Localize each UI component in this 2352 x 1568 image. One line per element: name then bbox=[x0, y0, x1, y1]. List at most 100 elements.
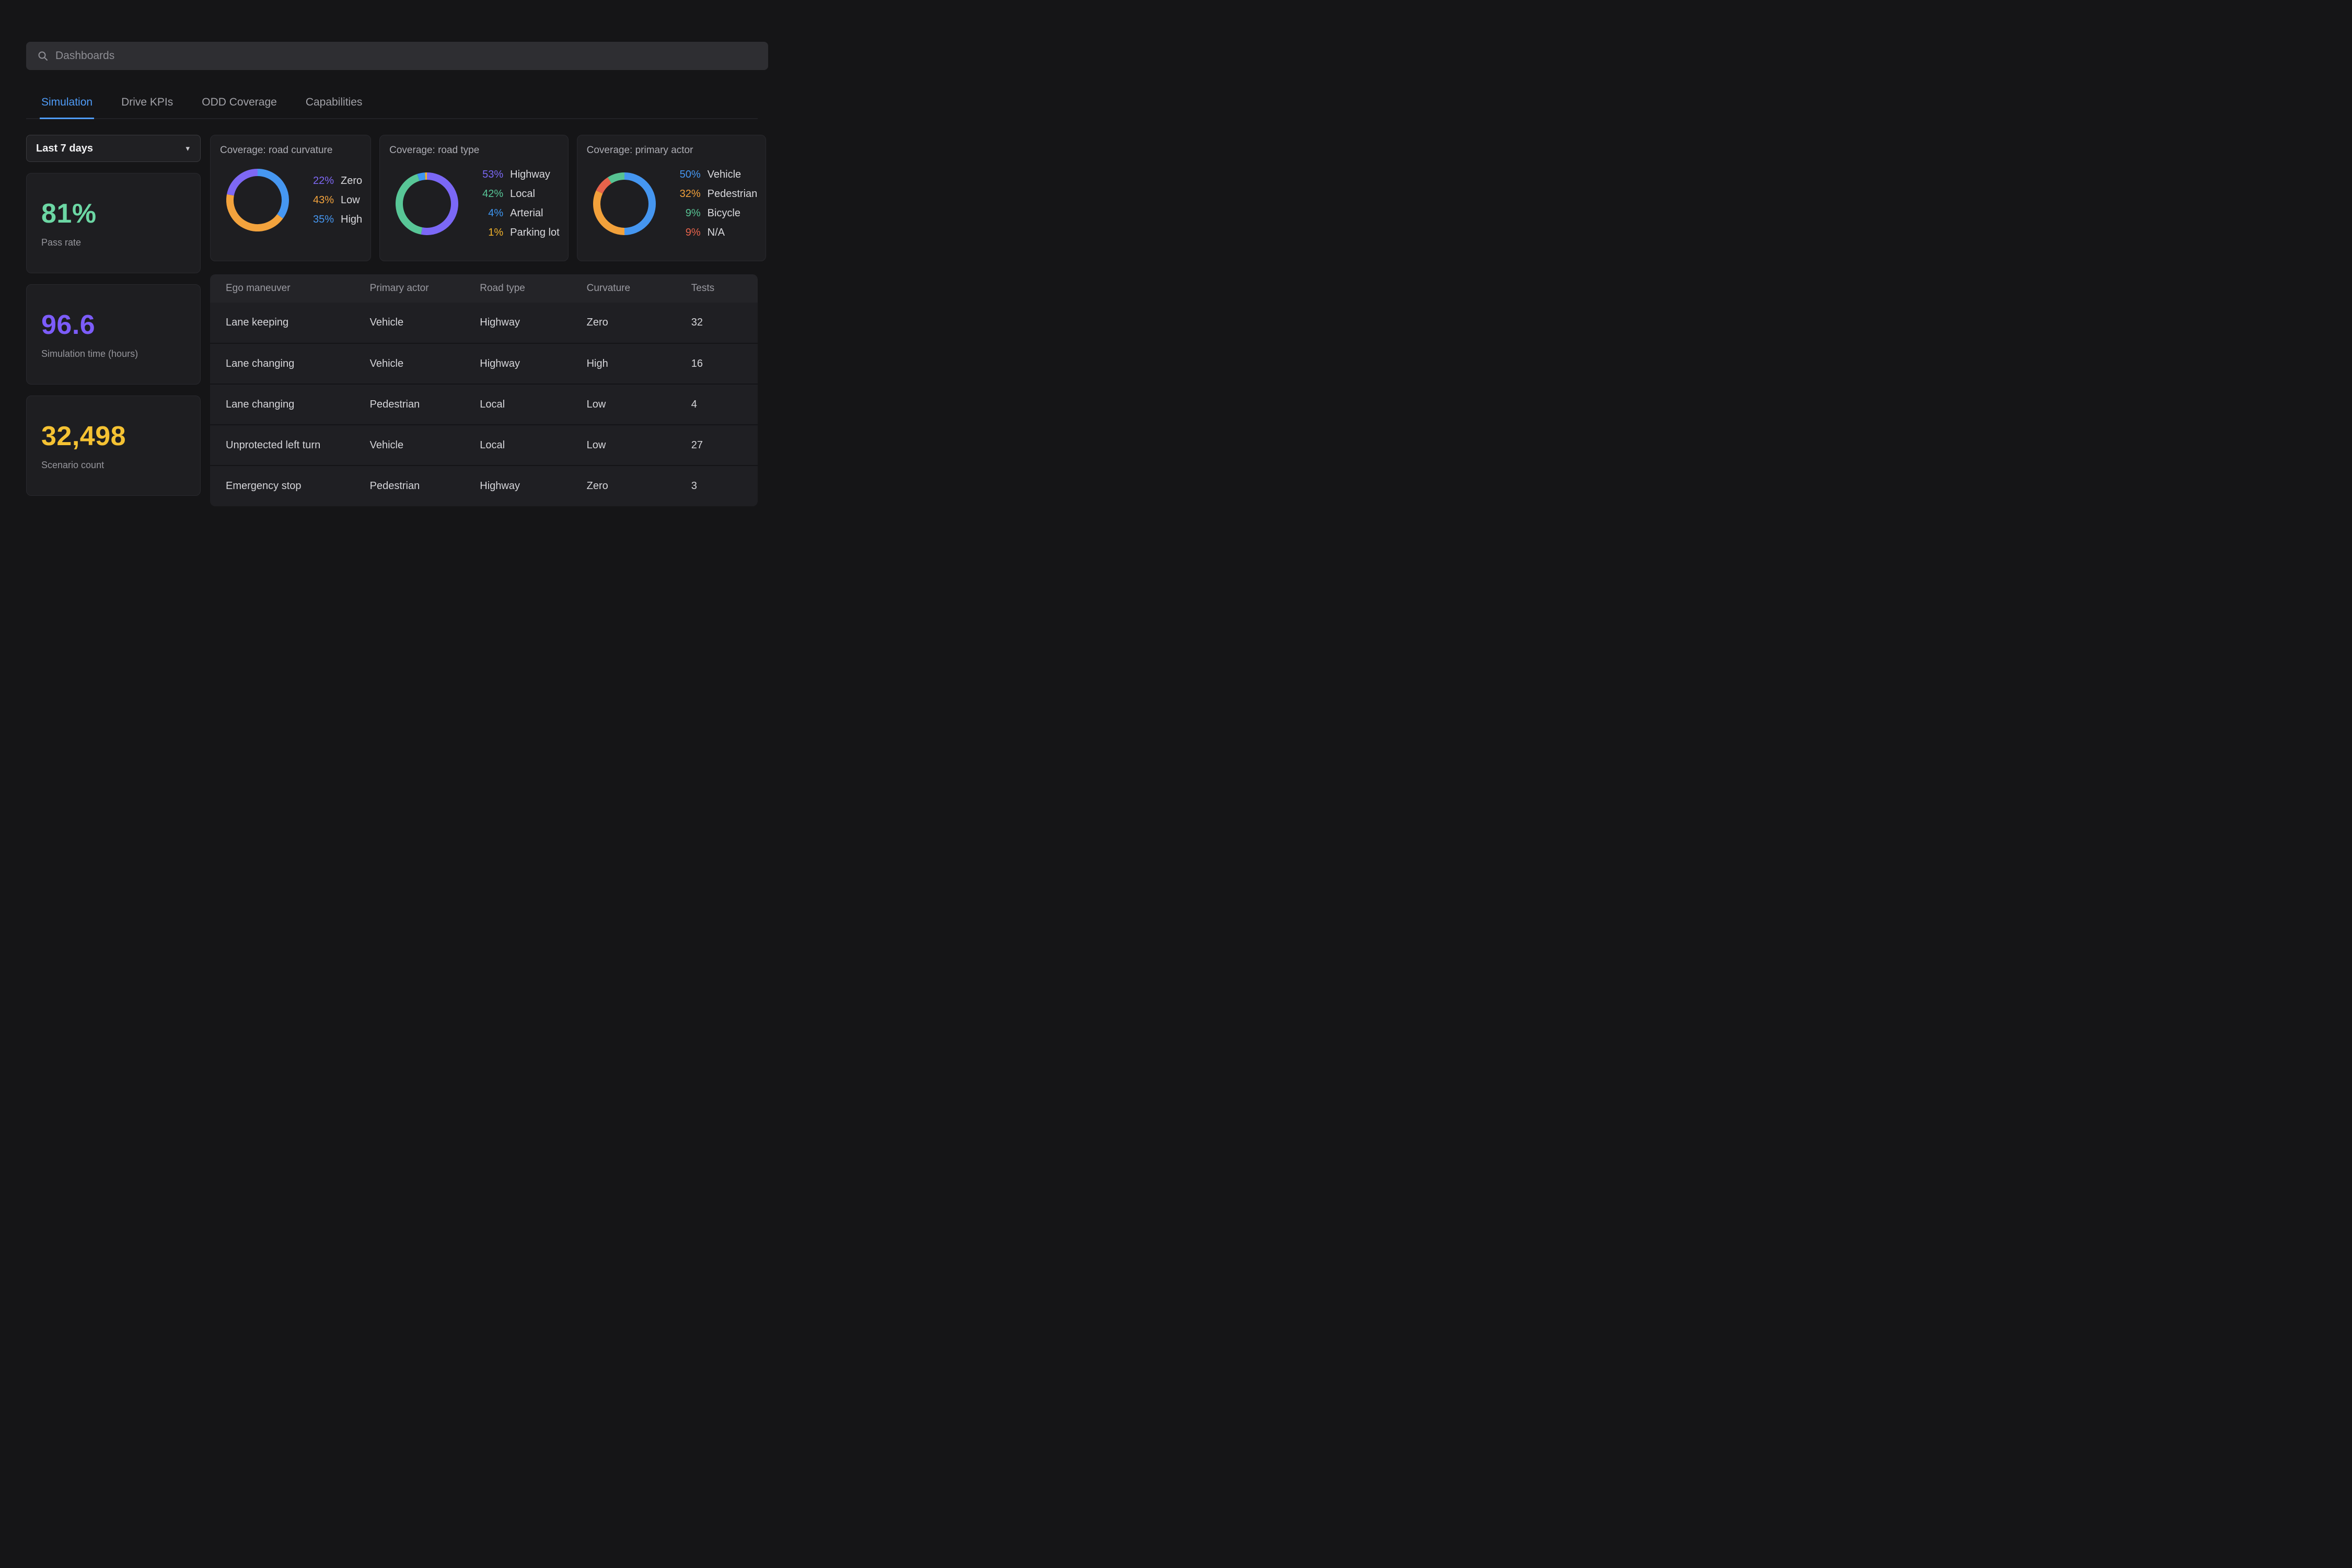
legend-item: 50% Vehicle bbox=[675, 169, 758, 181]
legend-label: Parking lot bbox=[510, 227, 560, 238]
card-title: Coverage: road curvature bbox=[220, 145, 333, 156]
table-row: Emergency stop Pedestrian Highway Zero 3 bbox=[210, 465, 758, 506]
right-column: Coverage: road curvature 22% Zero 43% Lo… bbox=[210, 135, 767, 506]
cell-primary-actor: Vehicle bbox=[354, 303, 465, 343]
legend-percent: 22% bbox=[312, 175, 334, 187]
cell-ego-maneuver: Lane changing bbox=[210, 343, 354, 384]
kpi-card-simulation-time: 96.6 Simulation time (hours) bbox=[26, 284, 201, 385]
legend-item: 22% Zero bbox=[308, 175, 362, 187]
left-column: Last 7 days ▾ 81% Pass rate 96.6 Simulat… bbox=[26, 135, 201, 506]
legend-percent: 4% bbox=[488, 207, 504, 219]
legend-item: 4% Arterial bbox=[477, 207, 560, 219]
column-header: Curvature bbox=[571, 274, 676, 303]
coverage-card-primary-actor: Coverage: primary actor 50% Vehicle 32% … bbox=[576, 135, 767, 261]
legend-item: 43% Low bbox=[308, 194, 362, 206]
table-header-row: Ego maneuver Primary actor Road type Cur… bbox=[210, 274, 758, 303]
legend-item: 53% Highway bbox=[477, 169, 560, 181]
search-bar[interactable] bbox=[26, 42, 768, 70]
table-row: Lane keeping Vehicle Highway Zero 32 bbox=[210, 303, 758, 343]
legend-label: Arterial bbox=[510, 207, 543, 219]
date-range-dropdown[interactable]: Last 7 days ▾ bbox=[26, 135, 201, 162]
coverage-cards-row: Coverage: road curvature 22% Zero 43% Lo… bbox=[210, 135, 767, 261]
cell-curvature: Zero bbox=[571, 465, 676, 506]
cell-ego-maneuver: Unprotected left turn bbox=[210, 424, 354, 466]
tab-drive-kpis[interactable]: Drive KPIs bbox=[121, 96, 173, 108]
legend-label: Local bbox=[510, 188, 535, 200]
kpi-value: 96.6 bbox=[41, 310, 96, 340]
legend-percent: 43% bbox=[312, 194, 334, 206]
cell-tests: 32 bbox=[675, 303, 758, 343]
cell-curvature: Low bbox=[571, 384, 676, 425]
date-range-value: Last 7 days bbox=[36, 142, 93, 154]
legend-label: N/A bbox=[707, 227, 725, 238]
column-header: Primary actor bbox=[354, 274, 465, 303]
cell-tests: 27 bbox=[675, 424, 758, 466]
chart-legend: 50% Vehicle 32% Pedestrian 9% Bicycle bbox=[675, 169, 758, 239]
donut-chart bbox=[226, 169, 289, 231]
kpi-card-pass-rate: 81% Pass rate bbox=[26, 173, 201, 273]
cell-curvature: Low bbox=[571, 424, 676, 466]
legend-label: Zero bbox=[341, 175, 363, 187]
legend-label: Pedestrian bbox=[707, 188, 758, 200]
cell-ego-maneuver: Lane changing bbox=[210, 384, 354, 425]
legend-item: 42% Local bbox=[477, 188, 560, 200]
legend-percent: 32% bbox=[679, 188, 701, 200]
kpi-value: 81% bbox=[41, 199, 97, 229]
legend-percent: 1% bbox=[488, 227, 504, 238]
tab-bar: Simulation Drive KPIs ODD Coverage Capab… bbox=[26, 96, 758, 119]
legend-label: Low bbox=[341, 194, 360, 206]
legend-item: 35% High bbox=[308, 214, 362, 226]
cell-road-type: Highway bbox=[464, 465, 571, 506]
chart-legend: 22% Zero 43% Low 35% High bbox=[308, 175, 362, 226]
legend-item: 9% Bicycle bbox=[675, 207, 758, 219]
dashboard-page: Simulation Drive KPIs ODD Coverage Capab… bbox=[0, 0, 784, 522]
search-input[interactable] bbox=[55, 50, 768, 62]
table-row: Unprotected left turn Vehicle Local Low … bbox=[210, 424, 758, 466]
legend-item: 9% N/A bbox=[675, 227, 758, 239]
search-icon bbox=[38, 51, 48, 61]
kpi-value: 32,498 bbox=[41, 421, 126, 451]
column-header: Ego maneuver bbox=[210, 274, 354, 303]
cell-tests: 4 bbox=[675, 384, 758, 425]
legend-item: 32% Pedestrian bbox=[675, 188, 758, 200]
content-area: Last 7 days ▾ 81% Pass rate 96.6 Simulat… bbox=[26, 135, 767, 506]
legend-item: 1% Parking lot bbox=[477, 227, 560, 239]
column-header: Road type bbox=[464, 274, 571, 303]
card-title: Coverage: road type bbox=[389, 145, 480, 156]
scenario-table: Ego maneuver Primary actor Road type Cur… bbox=[210, 274, 758, 506]
chart-legend: 53% Highway 42% Local 4% Arterial bbox=[477, 169, 560, 239]
kpi-label: Simulation time (hours) bbox=[41, 349, 138, 359]
legend-label: Bicycle bbox=[707, 207, 740, 219]
cell-road-type: Highway bbox=[464, 343, 571, 384]
cell-ego-maneuver: Lane keeping bbox=[210, 303, 354, 343]
cell-primary-actor: Pedestrian bbox=[354, 465, 465, 506]
cell-curvature: High bbox=[571, 343, 676, 384]
column-header: Tests bbox=[675, 274, 758, 303]
cell-primary-actor: Pedestrian bbox=[354, 384, 465, 425]
legend-percent: 50% bbox=[679, 169, 701, 180]
legend-percent: 53% bbox=[482, 169, 504, 180]
donut-chart bbox=[593, 172, 656, 235]
tab-simulation[interactable]: Simulation bbox=[40, 96, 95, 119]
coverage-card-road-curvature: Coverage: road curvature 22% Zero 43% Lo… bbox=[210, 135, 372, 261]
cell-tests: 3 bbox=[675, 465, 758, 506]
legend-percent: 9% bbox=[685, 227, 701, 238]
kpi-label: Pass rate bbox=[41, 237, 82, 248]
legend-percent: 35% bbox=[312, 213, 334, 225]
legend-percent: 42% bbox=[482, 188, 504, 200]
tab-capabilities[interactable]: Capabilities bbox=[305, 96, 363, 108]
card-title: Coverage: primary actor bbox=[586, 145, 693, 156]
table-row: Lane changing Vehicle Highway High 16 bbox=[210, 343, 758, 384]
legend-label: Highway bbox=[510, 169, 550, 180]
tab-odd-coverage[interactable]: ODD Coverage bbox=[202, 96, 277, 108]
legend-label: Vehicle bbox=[707, 169, 741, 180]
cell-primary-actor: Vehicle bbox=[354, 343, 465, 384]
cell-road-type: Local bbox=[464, 424, 571, 466]
chevron-down-icon: ▾ bbox=[186, 144, 190, 153]
cell-road-type: Local bbox=[464, 384, 571, 425]
table-row: Lane changing Pedestrian Local Low 4 bbox=[210, 384, 758, 425]
kpi-label: Scenario count bbox=[41, 460, 105, 470]
cell-curvature: Zero bbox=[571, 303, 676, 343]
legend-percent: 9% bbox=[685, 207, 701, 219]
legend-label: High bbox=[341, 213, 363, 225]
